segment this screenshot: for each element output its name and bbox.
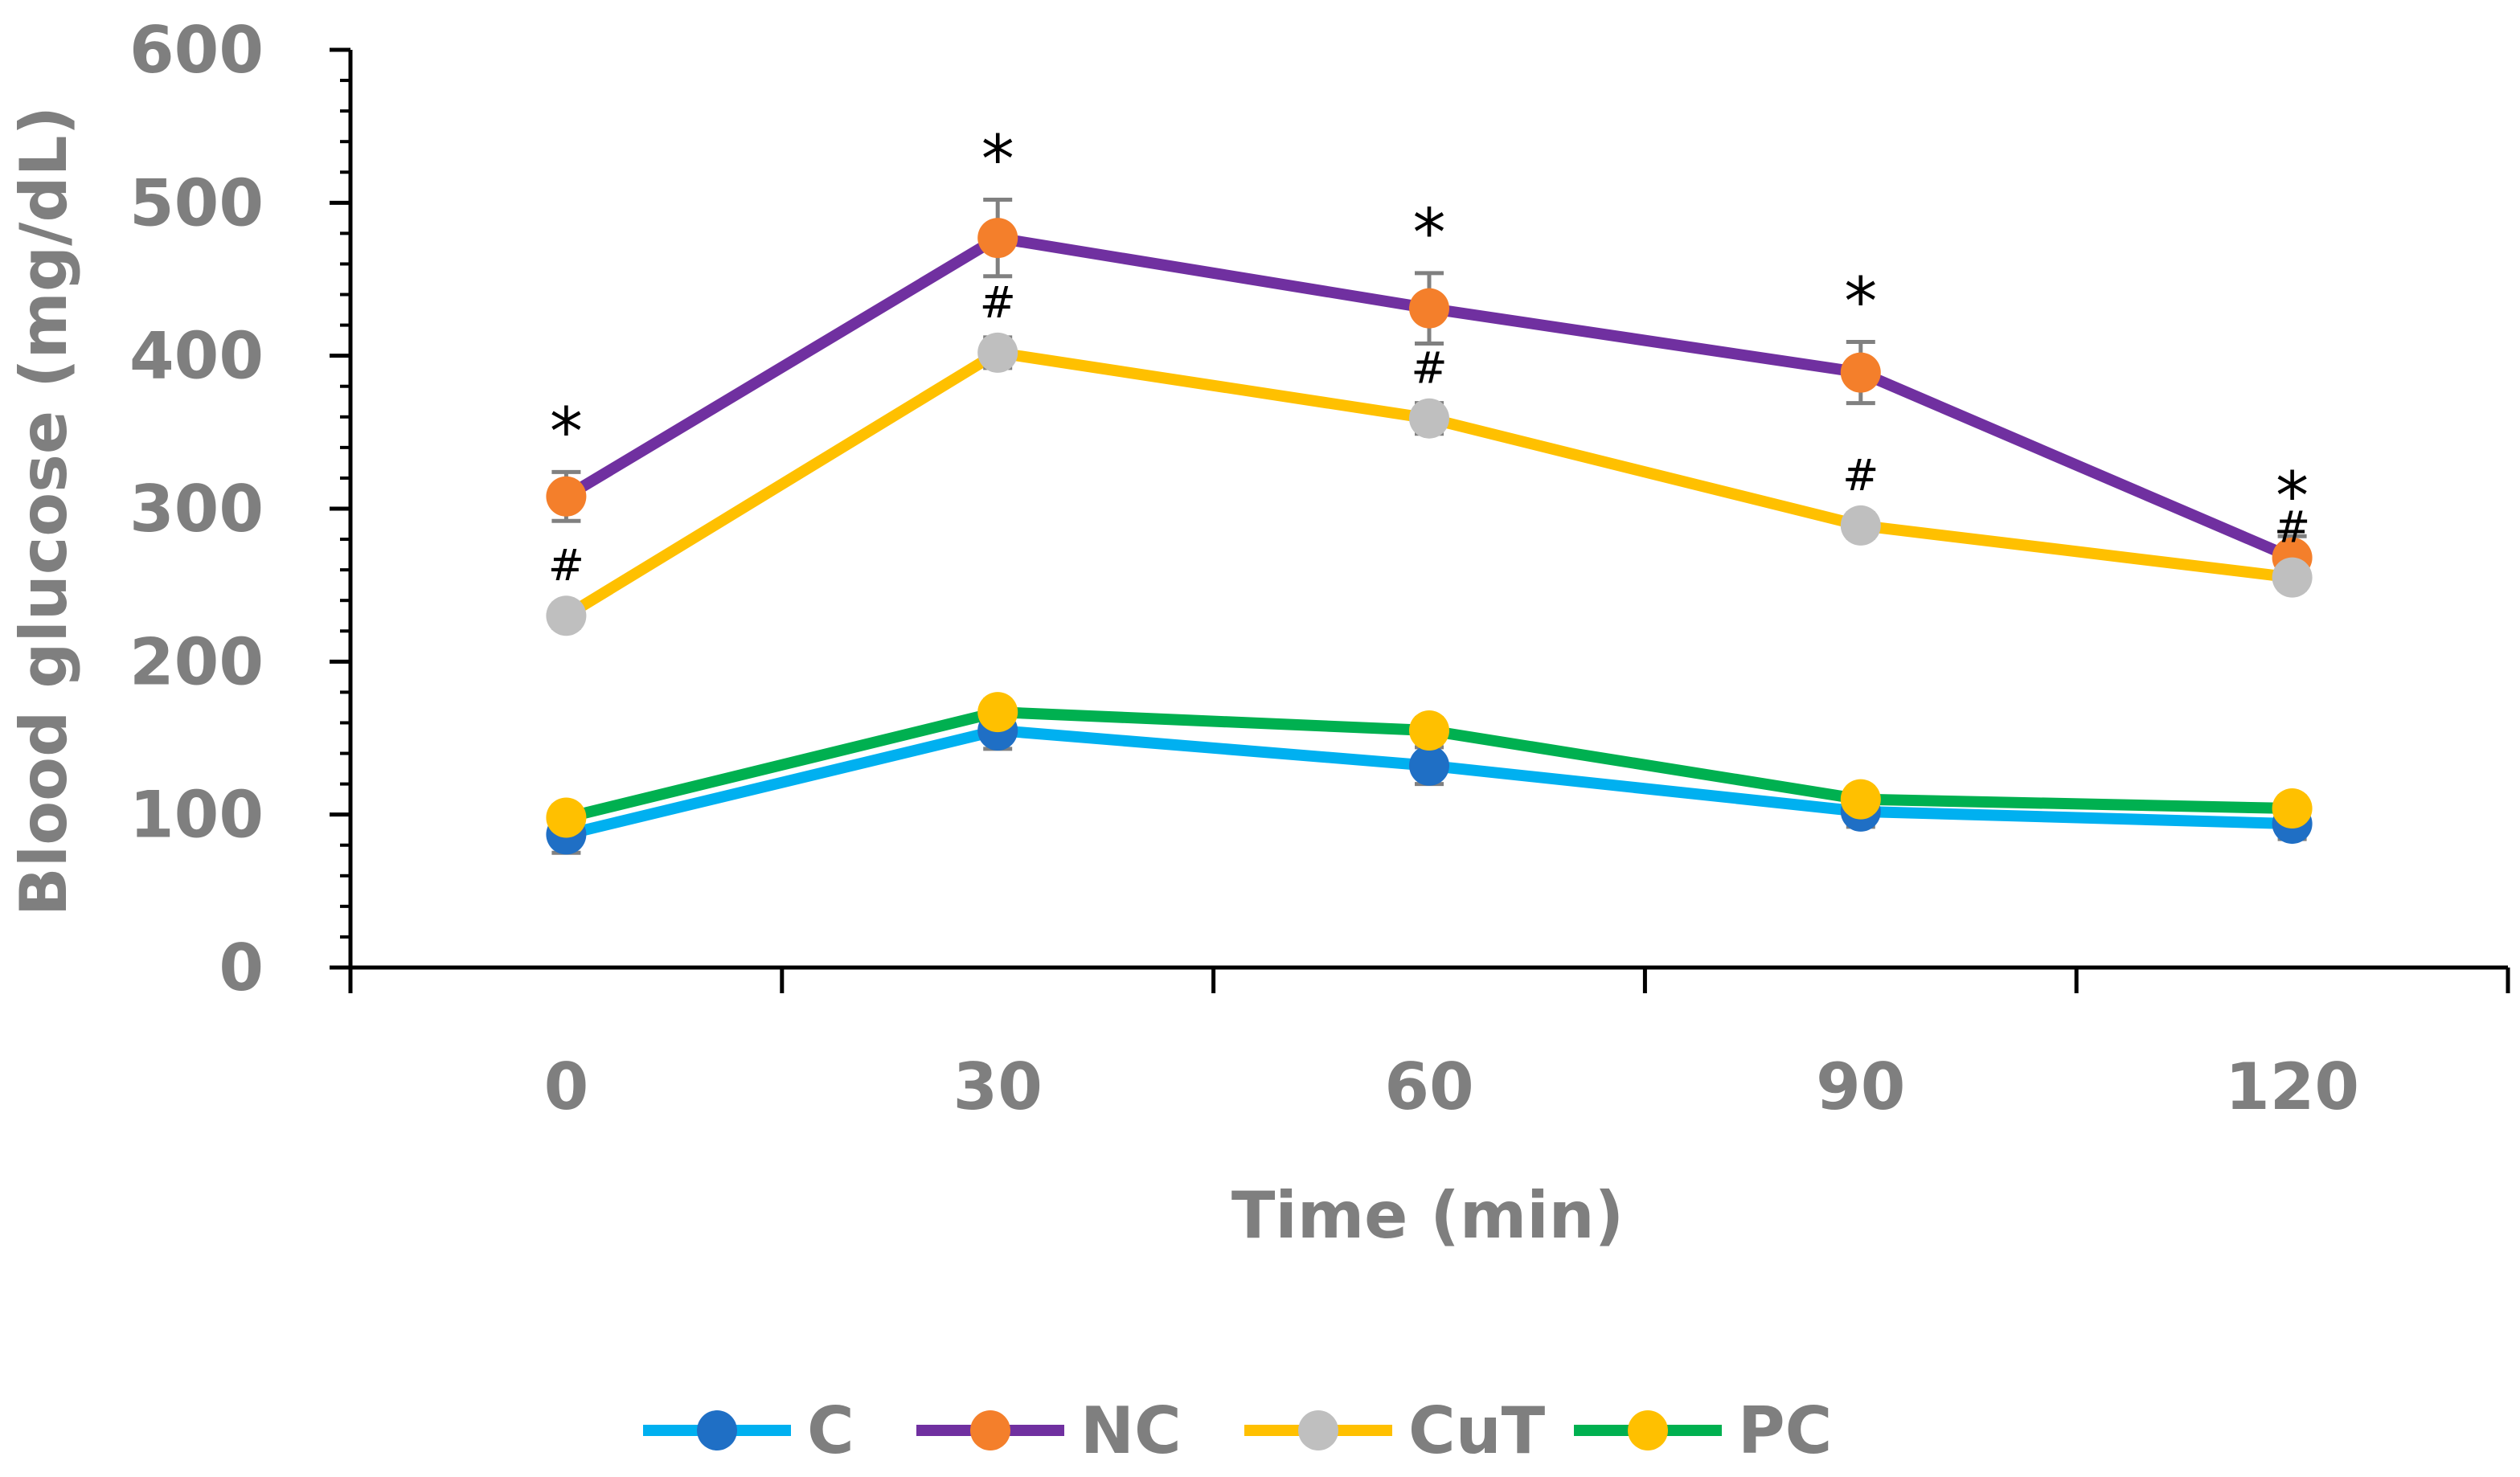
legend-item-nc: NC [916,1393,1182,1468]
legend-label-nc: NC [1080,1393,1182,1468]
series-cut [546,332,2313,636]
y-tick-label: 400 [129,319,264,394]
significance-marker-cut: # [1842,450,1879,501]
data-point-cut [546,595,587,636]
data-point-nc [1840,352,1881,393]
annotation-layer: *****##### [548,122,2310,591]
y-tick-label: 300 [129,472,264,546]
legend-label-c: C [807,1393,854,1468]
significance-marker-nc: * [1413,195,1446,272]
legend-marker-nc [970,1410,1010,1450]
y-tick-label: 100 [129,778,264,853]
series-pc [546,692,2313,838]
data-point-cut [1409,398,1449,439]
y-axis-title: Blood glucose (mg/dL) [6,106,81,916]
significance-marker-nc: * [981,122,1014,198]
axes: 0 100 200 300 400 500 600 0 30 60 90 120 [129,13,2510,1124]
y-tick-label: 200 [129,624,264,699]
legend-marker-c [697,1410,737,1450]
x-tick-label: 0 [544,1049,589,1124]
y-tick-label: 0 [219,931,264,1005]
legend-marker-pc [1628,1410,1668,1450]
y-tick-label: 600 [129,13,264,88]
data-point-cut [977,332,1018,373]
data-point-pc [1409,710,1449,751]
data-point-cut [1840,505,1881,546]
data-point-c [1409,745,1449,786]
x-tick-label: 30 [953,1049,1043,1124]
legend-label-pc: PC [1738,1393,1832,1468]
series-layer [546,198,2313,855]
significance-marker-nc: * [2276,458,2309,534]
data-point-pc [546,797,587,838]
x-tick-label: 60 [1384,1049,1473,1124]
y-ticks: 0 100 200 300 400 500 600 [129,13,350,1005]
data-point-pc [1840,779,1881,820]
x-ticks: 0 30 60 90 120 [348,968,2510,1124]
data-point-nc [977,218,1018,259]
legend-item-c: C [643,1393,854,1468]
data-point-pc [2272,788,2313,829]
significance-marker-cut: # [2274,502,2310,553]
data-point-cut [2272,557,2313,598]
data-point-nc [546,476,587,517]
significance-marker-cut: # [1411,343,1447,394]
significance-marker-cut: # [980,277,1016,328]
legend-label-cut: CuT [1408,1393,1546,1468]
data-point-pc [977,692,1018,733]
significance-marker-cut: # [548,540,584,591]
legend-item-cut: CuT [1244,1393,1546,1468]
x-tick-label: 90 [1816,1049,1905,1124]
legend-item-pc: PC [1574,1393,1832,1468]
x-tick-label: 120 [2225,1049,2359,1124]
legend: C NC CuT PC [643,1393,1832,1468]
x-axis-title: Time (min) [1231,1178,1624,1253]
data-point-nc [1409,288,1449,329]
y-tick-label: 500 [129,166,264,240]
legend-marker-cut [1298,1410,1338,1450]
significance-marker-nc: * [1844,264,1877,341]
significance-marker-nc: * [550,394,583,470]
